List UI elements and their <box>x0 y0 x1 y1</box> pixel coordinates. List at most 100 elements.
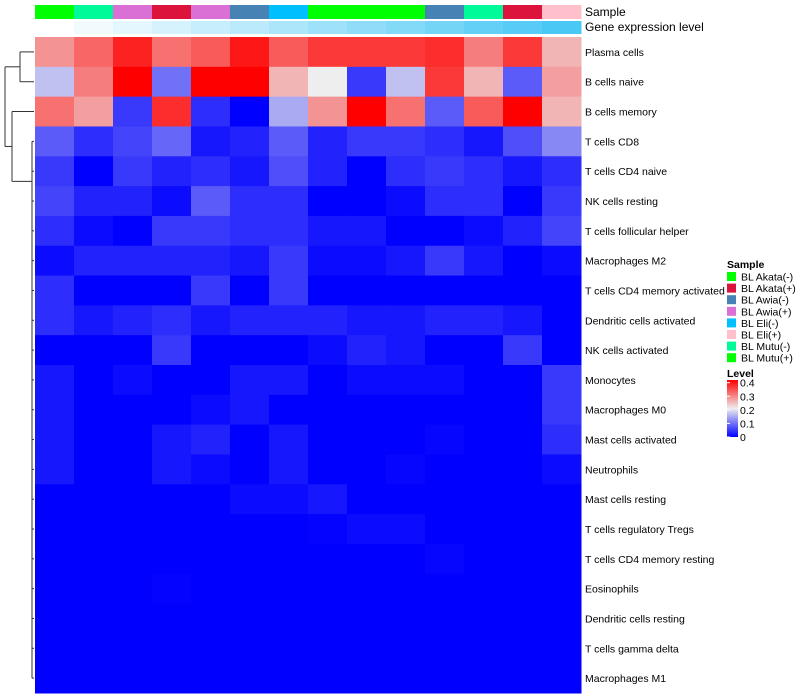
heatmap-cell <box>464 365 504 396</box>
row-label: Monocytes <box>585 375 636 387</box>
heatmap-cell <box>152 365 192 396</box>
heatmap-cell <box>230 365 270 396</box>
heatmap-cell <box>35 215 75 247</box>
heatmap-cell <box>503 424 543 455</box>
heatmap-cell <box>386 365 426 396</box>
heatmap-cell <box>425 454 465 485</box>
heatmap-cell <box>113 394 153 426</box>
heatmap-cell <box>308 96 348 127</box>
heatmap-cell <box>113 37 153 68</box>
heatmap-cell <box>35 365 75 396</box>
heatmap-cell <box>425 215 465 247</box>
heatmap-cell <box>230 335 270 366</box>
heatmap-cell <box>503 394 543 426</box>
heatmap-cell <box>230 663 270 694</box>
heatmap-cell <box>74 394 114 426</box>
heatmap-cell <box>347 305 387 336</box>
sample-annotation-cell <box>191 5 231 19</box>
heatmap-cell <box>425 275 465 306</box>
heatmap-cell <box>425 305 465 336</box>
heatmap-cell <box>113 66 153 98</box>
heatmap-cell <box>308 275 348 306</box>
heatmap-cell <box>464 573 504 605</box>
heatmap-cell <box>230 186 270 217</box>
heatmap-cell <box>74 663 114 694</box>
heatmap-cell <box>35 663 75 694</box>
heatmap-cell <box>230 573 270 605</box>
heatmap-cell <box>191 126 231 157</box>
heatmap-cell <box>386 663 426 694</box>
heatmap-cell <box>152 603 192 634</box>
heatmap-cell <box>74 96 114 127</box>
sample-annotation-cell <box>152 5 192 19</box>
heatmap-cell <box>230 245 270 277</box>
heatmap-cell <box>191 215 231 247</box>
heatmap-cell <box>542 305 582 336</box>
heatmap-cell <box>113 454 153 485</box>
heatmap-cell <box>230 66 270 98</box>
heatmap-cell <box>464 514 504 545</box>
heatmap-cell <box>74 484 114 515</box>
heatmap-cell <box>191 454 231 485</box>
heatmap-cell <box>269 96 309 127</box>
heatmap-cell <box>152 275 192 306</box>
heatmap-cell <box>230 394 270 426</box>
heatmap-cell <box>269 424 309 455</box>
heatmap-cell <box>191 96 231 127</box>
heatmap-cell <box>191 335 231 366</box>
legend-sample-label: BL Awia(+) <box>741 306 792 318</box>
sample-annotation-cell <box>386 5 426 19</box>
expression-annotation-label: Gene expression level <box>585 20 704 34</box>
heatmap-cell <box>503 335 543 366</box>
heatmap-cell <box>230 156 270 187</box>
legend-sample-label: BL Eli(+) <box>741 330 781 342</box>
heatmap-cell <box>425 126 465 157</box>
row-label: T cells CD8 <box>585 136 639 148</box>
heatmap-cell <box>347 96 387 127</box>
row-label: T cells follicular helper <box>585 226 689 238</box>
heatmap-cell <box>191 543 231 575</box>
heatmap-cell <box>113 245 153 277</box>
heatmap-cell <box>464 66 504 98</box>
heatmap-cell <box>386 603 426 634</box>
sample-annotation-cell <box>347 5 387 19</box>
heatmap-cell <box>464 215 504 247</box>
legend-swatch <box>727 283 736 293</box>
heatmap-cell <box>269 245 309 277</box>
heatmap-cell <box>230 215 270 247</box>
expression-annotation-cell <box>35 21 75 34</box>
sample-annotation-cell <box>230 5 270 19</box>
heatmap-cell <box>308 514 348 545</box>
sample-annotation-cell <box>308 5 348 19</box>
heatmap-cell <box>152 126 192 157</box>
heatmap-cell <box>35 245 75 277</box>
heatmap-cell <box>308 543 348 575</box>
heatmap-cell <box>347 454 387 485</box>
heatmap-cell <box>113 633 153 664</box>
heatmap-cell <box>230 603 270 634</box>
heatmap-cell <box>308 484 348 515</box>
heatmap-cell <box>152 96 192 127</box>
heatmap-cell <box>503 603 543 634</box>
heatmap-cell <box>113 275 153 306</box>
heatmap-cell <box>425 543 465 575</box>
heatmap-cell <box>269 186 309 217</box>
heatmap-cell <box>425 424 465 455</box>
heatmap-cell <box>503 186 543 217</box>
expression-annotation-cell <box>503 21 543 34</box>
row-label: T cells gamma delta <box>585 643 679 655</box>
heatmap-cell <box>542 424 582 455</box>
heatmap-cell <box>191 186 231 217</box>
heatmap-cell <box>503 573 543 605</box>
heatmap-cell <box>269 215 309 247</box>
heatmap-cell <box>542 394 582 426</box>
heatmap-cell <box>347 37 387 68</box>
heatmap-cell <box>386 215 426 247</box>
heatmap-cell <box>191 305 231 336</box>
heatmap-cell <box>74 514 114 545</box>
heatmap-cell <box>35 37 75 68</box>
heatmap-cell <box>152 215 192 247</box>
heatmap-cell <box>269 394 309 426</box>
heatmap-cell <box>308 633 348 664</box>
